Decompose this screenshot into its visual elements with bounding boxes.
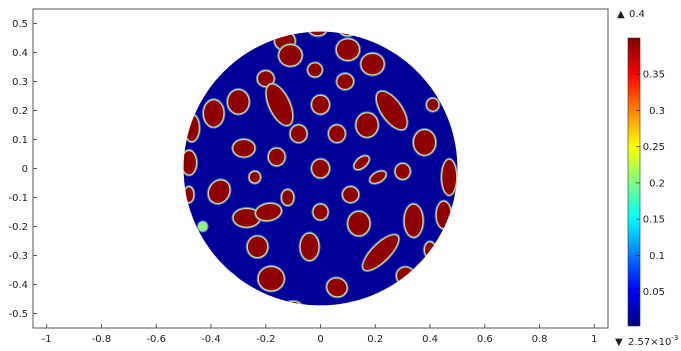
colorbar-min-times: ×10	[650, 337, 671, 348]
blob-11	[359, 51, 386, 77]
colorbar-min-marker: ▼	[615, 337, 623, 348]
x-tick-label-5: 0	[317, 334, 323, 345]
colorbar-tick-label-2: 0.25	[643, 142, 665, 153]
blob-26	[266, 146, 287, 168]
blob-35	[279, 188, 296, 207]
x-tick-label-7: 0.4	[422, 334, 438, 345]
x-tick-label-1: -0.8	[92, 334, 112, 345]
blob-25	[183, 148, 199, 177]
blob-6	[334, 37, 362, 62]
blob-34	[341, 185, 361, 205]
colorbar-tick-label-5: 0.1	[649, 251, 665, 262]
blob-32	[440, 157, 458, 197]
x-tick-label-3: -0.4	[201, 334, 221, 345]
x-tick-label-9: 0.8	[532, 334, 548, 345]
blob-23	[411, 128, 438, 157]
blob-18	[201, 98, 226, 129]
blob-29	[368, 169, 388, 185]
y-tick-label-9: -0.4	[8, 280, 28, 291]
blob-14	[264, 82, 295, 127]
blob-38	[254, 201, 283, 223]
blob-22	[327, 123, 347, 145]
blob-31	[247, 169, 262, 185]
x-tick-label-0: -1	[42, 334, 52, 345]
y-tick-label-4: 0.1	[12, 135, 28, 146]
colorbar-tick-label-4: 0.15	[643, 215, 665, 226]
colorbar-tick-label-1: 0.3	[649, 106, 665, 117]
colorbar: 0.35 0.3 0.25 0.2 0.15 0.1 0.05 ▲ 0.4 ▼ 2.57×1…	[615, 9, 678, 348]
colorbar-max-label: 0.4	[629, 9, 645, 20]
x-tick-label-6: 0.2	[367, 334, 383, 345]
y-tick-label-3: 0.2	[12, 106, 28, 117]
y-tick-label-2: 0.3	[12, 77, 28, 88]
blob-40	[346, 209, 372, 238]
blob-50	[325, 276, 349, 299]
blob-46	[361, 233, 401, 273]
blob-9	[306, 61, 324, 79]
blob-28	[352, 154, 371, 172]
x-tick-label-10: 1	[591, 334, 597, 345]
blob-30	[393, 161, 412, 181]
blob-24	[231, 137, 257, 159]
y-tick-label-5: 0	[22, 164, 28, 175]
blob-15	[310, 93, 331, 116]
y-tick-label-7: -0.2	[8, 222, 28, 233]
colorbar-gradient	[627, 37, 641, 327]
blob-48	[256, 264, 286, 293]
colorbar-tick-label-0: 0.35	[643, 70, 665, 81]
blob-37	[231, 206, 262, 229]
blob-27	[310, 157, 331, 180]
colorbar-max-marker: ▲	[617, 9, 625, 20]
colorbar-tick-label-6: 0.05	[643, 287, 665, 298]
y-tick-label-6: -0.1	[8, 193, 28, 204]
blob-5	[277, 43, 304, 68]
blob-41	[402, 202, 425, 239]
blob-2	[307, 31, 329, 38]
blob-43	[197, 220, 209, 233]
blob-17	[425, 96, 441, 113]
y-tick-label-0: 0.5	[12, 19, 28, 30]
y-tick-label-10: -0.5	[8, 309, 28, 320]
blob-20	[354, 111, 380, 139]
x-tick-label-2: -0.6	[146, 334, 166, 345]
colorbar-min-mantissa: 2.57	[628, 337, 650, 348]
blob-12	[335, 72, 356, 91]
colorbar-tick-label-3: 0.2	[649, 178, 665, 189]
blob-39	[311, 202, 330, 222]
y-tick-label-8: -0.3	[8, 251, 28, 262]
x-tick-label-8: 0.6	[477, 334, 493, 345]
colorbar-min-label: 2.57×10-3	[628, 334, 678, 348]
y-axis: 0.5 0.4 0.3 0.2 0.1 0 -0.1 -0.2 -0.3 -0.4 -0.5	[8, 19, 37, 320]
blob-33	[206, 178, 232, 206]
y-tick-label-1: 0.4	[12, 48, 28, 59]
colorbar-min-exponent: -3	[671, 334, 678, 342]
x-axis: -1 -0.8 -0.6 -0.4 -0.2 0 0.2 0.4 0.6 0.8 1	[42, 324, 597, 345]
blob-13	[226, 88, 251, 116]
blob-44	[245, 234, 270, 260]
blob-21	[288, 123, 309, 145]
x-tick-label-4: -0.2	[256, 334, 276, 345]
blob-16	[374, 89, 409, 132]
blob-45	[298, 231, 321, 263]
